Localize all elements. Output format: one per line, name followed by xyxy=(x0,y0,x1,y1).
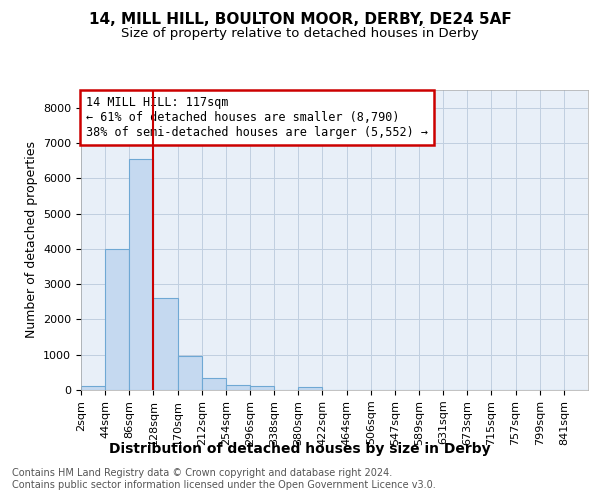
Bar xyxy=(105,249,129,390)
Text: Size of property relative to detached houses in Derby: Size of property relative to detached ho… xyxy=(121,28,479,40)
Text: Contains HM Land Registry data © Crown copyright and database right 2024.: Contains HM Land Registry data © Crown c… xyxy=(12,468,392,477)
Bar xyxy=(298,387,322,390)
Text: Contains public sector information licensed under the Open Government Licence v3: Contains public sector information licen… xyxy=(12,480,436,490)
Bar xyxy=(178,356,202,390)
Bar xyxy=(250,386,274,390)
Bar xyxy=(81,386,105,390)
Bar xyxy=(202,378,226,390)
Text: Distribution of detached houses by size in Derby: Distribution of detached houses by size … xyxy=(109,442,491,456)
Text: 14 MILL HILL: 117sqm
← 61% of detached houses are smaller (8,790)
38% of semi-de: 14 MILL HILL: 117sqm ← 61% of detached h… xyxy=(86,96,428,139)
Bar xyxy=(154,298,178,390)
Bar xyxy=(129,159,154,390)
Text: 14, MILL HILL, BOULTON MOOR, DERBY, DE24 5AF: 14, MILL HILL, BOULTON MOOR, DERBY, DE24… xyxy=(89,12,511,28)
Y-axis label: Number of detached properties: Number of detached properties xyxy=(25,142,38,338)
Bar xyxy=(226,385,250,390)
